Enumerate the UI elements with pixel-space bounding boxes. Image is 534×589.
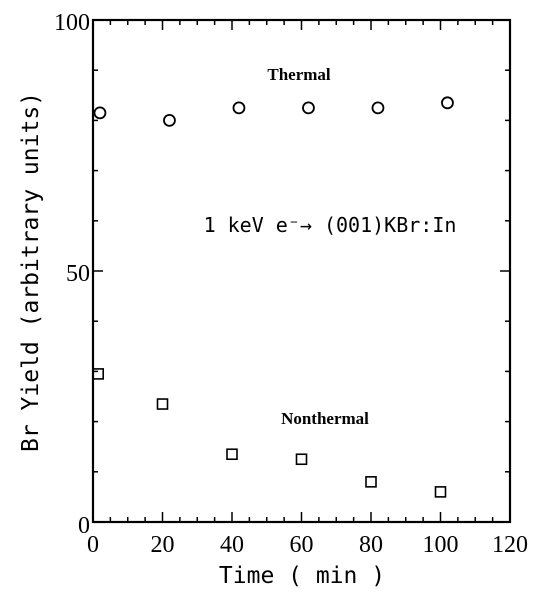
x-tick-label-40: 40 xyxy=(220,532,244,558)
y-tick-label-0: 0 xyxy=(78,513,90,539)
thermal-point xyxy=(302,101,315,115)
thermal-point xyxy=(371,101,385,115)
axis-ticks xyxy=(92,19,511,523)
nonthermal-point xyxy=(295,453,308,466)
plot-frame xyxy=(91,18,512,524)
series-label-thermal: Thermal xyxy=(267,65,331,84)
x-tick-label-20: 20 xyxy=(151,532,175,558)
experiment-annotation: 1 keV e⁻→ (001)KBr:In xyxy=(204,213,457,237)
nonthermal-point xyxy=(156,398,169,410)
x-axis-title: Time ( min ) xyxy=(219,563,385,589)
x-tick-label-60: 60 xyxy=(290,532,314,558)
y-axis-title: Br Yield (arbitrary units) xyxy=(18,92,44,452)
data-points xyxy=(92,96,454,498)
x-tick-label-0: 0 xyxy=(87,532,99,558)
thermal-point xyxy=(163,114,176,127)
nonthermal-point xyxy=(434,486,447,498)
nonthermal-point xyxy=(226,448,238,461)
series-label-nonthermal: Nonthermal xyxy=(281,409,369,428)
y-tick-label-50: 50 xyxy=(66,261,90,287)
nonthermal-point xyxy=(365,476,377,488)
nonthermal-point xyxy=(92,368,105,380)
thermal-point xyxy=(441,96,454,110)
x-tick-label-80: 80 xyxy=(359,532,383,558)
y-tick-label-100: 100 xyxy=(54,10,90,36)
x-tick-label-100: 100 xyxy=(423,532,459,558)
x-tick-label-120: 120 xyxy=(492,532,528,558)
thermal-point xyxy=(232,101,246,115)
thermal-point xyxy=(93,106,107,120)
